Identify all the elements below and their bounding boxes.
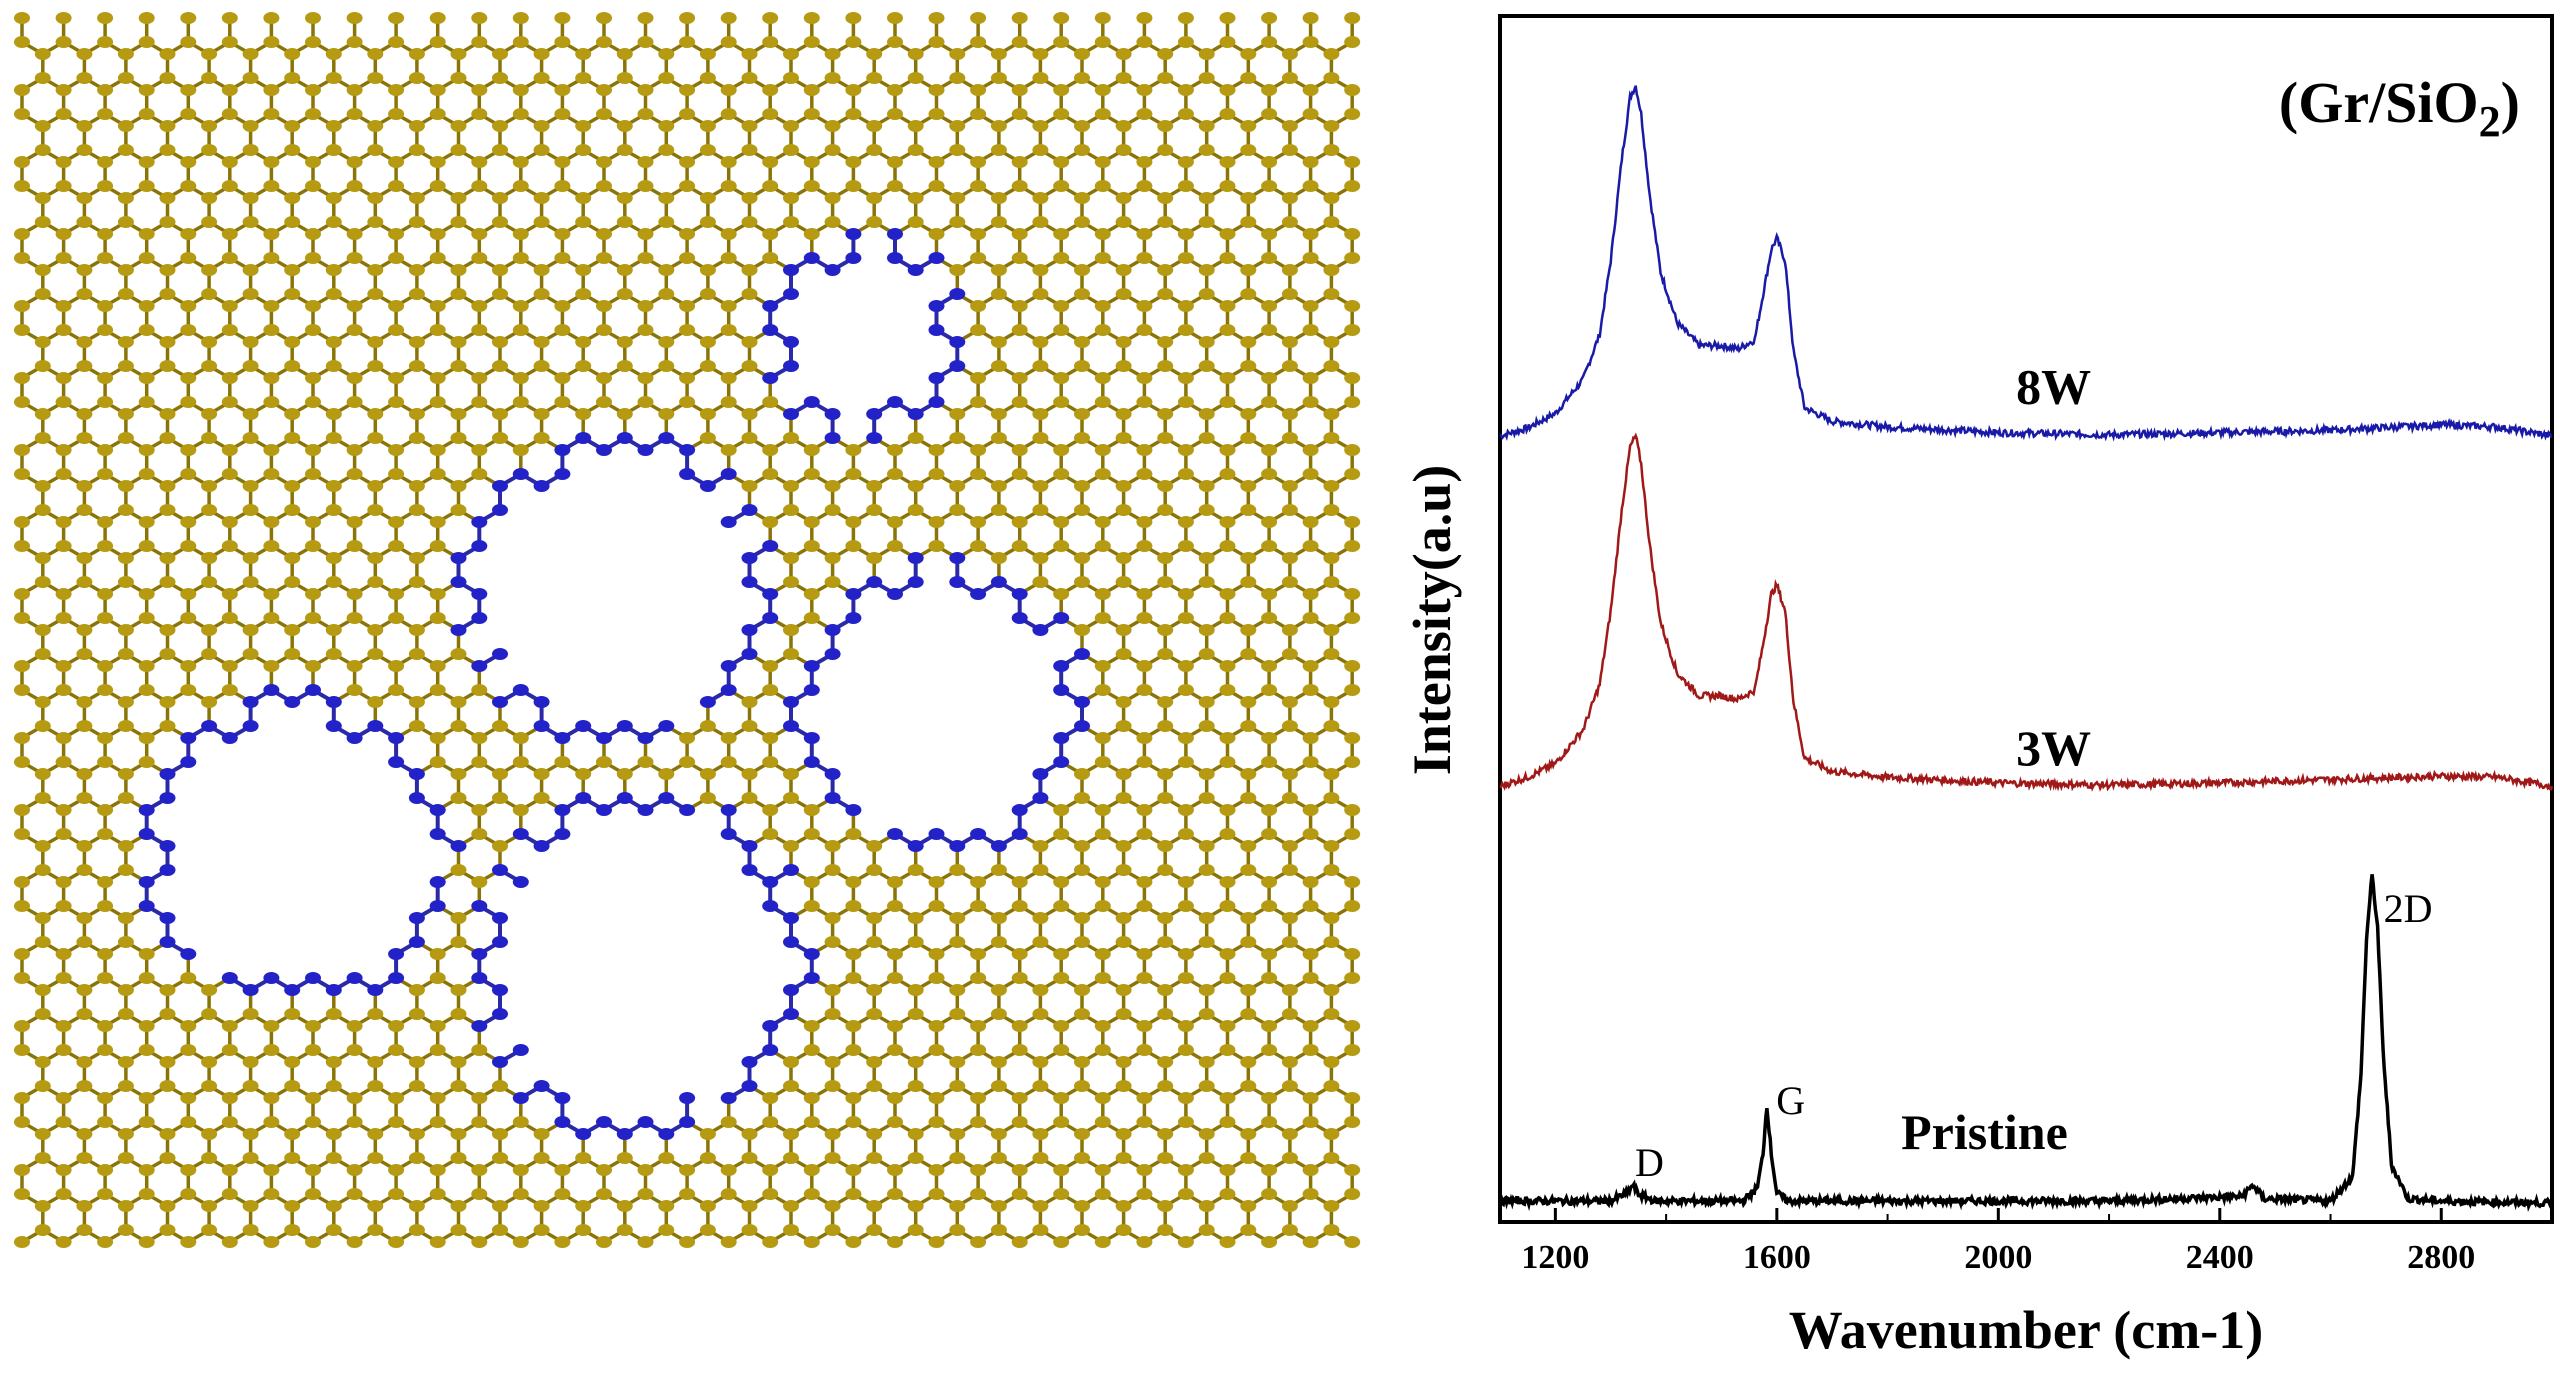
series-group [1499,85,2554,1212]
chart-title: (Gr/SiO2) [2279,70,2520,146]
series-labels: 8W 3W Pristine [1901,358,2091,1160]
host-bonds [20,18,1354,1244]
peak-label-g: G [1776,1078,1805,1123]
plot-frame [1498,14,2554,1224]
peak-label-2d: 2D [2384,886,2433,931]
defect-atoms [138,228,1090,1140]
x-tick-label: 1200 [1521,1239,1589,1276]
lattice-bonds [20,18,1354,1244]
series-label-pristine: Pristine [1901,1104,2068,1160]
peak-label-d: D [1635,1140,1664,1185]
host-atoms [14,12,1361,1249]
x-tick-label: 2000 [1964,1239,2032,1276]
x-tick-label: 1600 [1743,1239,1811,1276]
x-ticks: 1200 1600 2000 2400 2800 [1521,1208,2553,1276]
lattice-atoms [14,12,1361,1249]
series-label-3w: 3W [2016,720,2091,776]
series-label-8w: 8W [2016,358,2091,414]
series-line-8w [1499,85,2553,442]
raman-spectrum-chart: 1200 1600 2000 2400 2800 8W 3W Pristine D G 2D (… [1380,0,2560,1371]
defect-bonds [144,234,1084,1136]
chart-svg: 1200 1600 2000 2400 2800 8W 3W Pristine D G 2D (… [1402,14,2554,1360]
y-axis-title: Intensity(a.u) [1402,465,1462,776]
series-line-pristine [1499,874,2554,1212]
x-axis-title: Wavenumber (cm-1) [1789,1300,2263,1360]
x-tick-label: 2800 [2407,1239,2475,1276]
peak-annotations: D G 2D [1635,886,2432,1185]
graphene-lattice-illustration [14,12,1361,1249]
lattice-svg [14,12,1361,1249]
x-tick-label: 2400 [2186,1239,2254,1276]
series-line-3w [1499,432,2554,792]
